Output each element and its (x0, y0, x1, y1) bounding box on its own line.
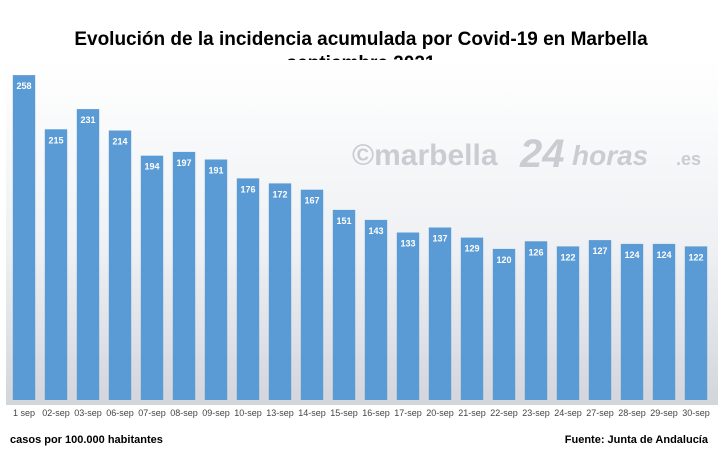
bar (172, 151, 196, 400)
bar-value-label: 120 (496, 255, 511, 265)
watermark-number: 24 (519, 132, 565, 176)
bar-value-label: 143 (368, 226, 383, 236)
source-note: Fuente: Junta de Andalucía (564, 434, 708, 446)
x-tick-label: 28-sep (618, 408, 646, 418)
x-tick-label: 02-sep (42, 408, 70, 418)
bar (108, 130, 132, 400)
bar (44, 129, 68, 401)
bar-value-label: 197 (176, 158, 191, 168)
bar-value-label: 122 (560, 252, 575, 262)
x-tick-label: 08-sep (170, 408, 198, 418)
bar-value-label: 129 (464, 244, 479, 254)
x-tick-label: 15-sep (330, 408, 358, 418)
bar (12, 75, 36, 400)
bar (652, 243, 676, 400)
bar (620, 243, 644, 400)
bar-value-label: 231 (80, 115, 95, 125)
bar (204, 159, 228, 400)
bar (236, 178, 260, 400)
watermark-logo: ©marbella 24 horas .es (352, 132, 701, 176)
x-tick-label: 13-sep (266, 408, 294, 418)
x-tick-label: 30-sep (682, 408, 710, 418)
bar-value-label: 124 (656, 250, 671, 260)
x-tick-label: 20-sep (426, 408, 454, 418)
bar-value-label: 137 (432, 234, 447, 244)
watermark-prefix: ©marbella (352, 139, 498, 172)
bar (268, 183, 292, 400)
x-tick-label: 23-sep (522, 408, 550, 418)
bar-value-label: 194 (144, 162, 159, 172)
units-note: casos por 100.000 habitantes (10, 434, 163, 446)
bar-value-label: 122 (688, 252, 703, 262)
bar-value-label: 151 (336, 216, 351, 226)
bar-value-label: 167 (304, 196, 319, 206)
bar-value-label: 214 (112, 137, 127, 147)
bar (524, 241, 548, 400)
x-tick-label: 16-sep (362, 408, 390, 418)
chart-title-line1: Evolución de la incidencia acumulada por… (74, 29, 648, 50)
bar-chart: ©marbella 24 horas .es 258 215 231 214 194 19… (6, 60, 718, 418)
x-tick-label: 14-sep (298, 408, 326, 418)
bar (428, 227, 452, 400)
x-tick-label: 17-sep (394, 408, 422, 418)
x-tick-label: 29-sep (650, 408, 678, 418)
x-tick-label: 27-sep (586, 408, 614, 418)
watermark-suffix: horas (572, 140, 648, 171)
x-tick-label: 21-sep (458, 408, 486, 418)
bar (684, 246, 708, 400)
x-tick-label: 10-sep (234, 408, 262, 418)
x-tick-label: 09-sep (202, 408, 230, 418)
x-tick-label: 24-sep (554, 408, 582, 418)
bar (332, 209, 356, 400)
x-tick-label: 22-sep (490, 408, 518, 418)
bar (556, 246, 580, 400)
bar-value-label: 172 (272, 189, 287, 199)
bar-value-label: 133 (400, 239, 415, 249)
x-tick-label: 07-sep (138, 408, 166, 418)
bar (140, 155, 164, 400)
bar (364, 219, 388, 400)
bar (300, 189, 324, 400)
bar-value-label: 258 (16, 81, 31, 91)
bar-value-label: 126 (528, 247, 543, 257)
bar (396, 232, 420, 400)
bar-value-label: 176 (240, 184, 255, 194)
bar (460, 237, 484, 400)
watermark-tld: .es (676, 149, 701, 169)
bar-value-label: 127 (592, 246, 607, 256)
bar (588, 240, 612, 400)
bar (492, 248, 516, 400)
bar-value-label: 124 (624, 250, 639, 260)
x-tick-label: 06-sep (106, 408, 134, 418)
bar-value-label: 191 (208, 166, 223, 176)
x-tick-label: 03-sep (74, 408, 102, 418)
bar (76, 109, 100, 400)
bar-value-label: 215 (48, 135, 63, 145)
x-tick-label: 1 sep (13, 408, 35, 418)
